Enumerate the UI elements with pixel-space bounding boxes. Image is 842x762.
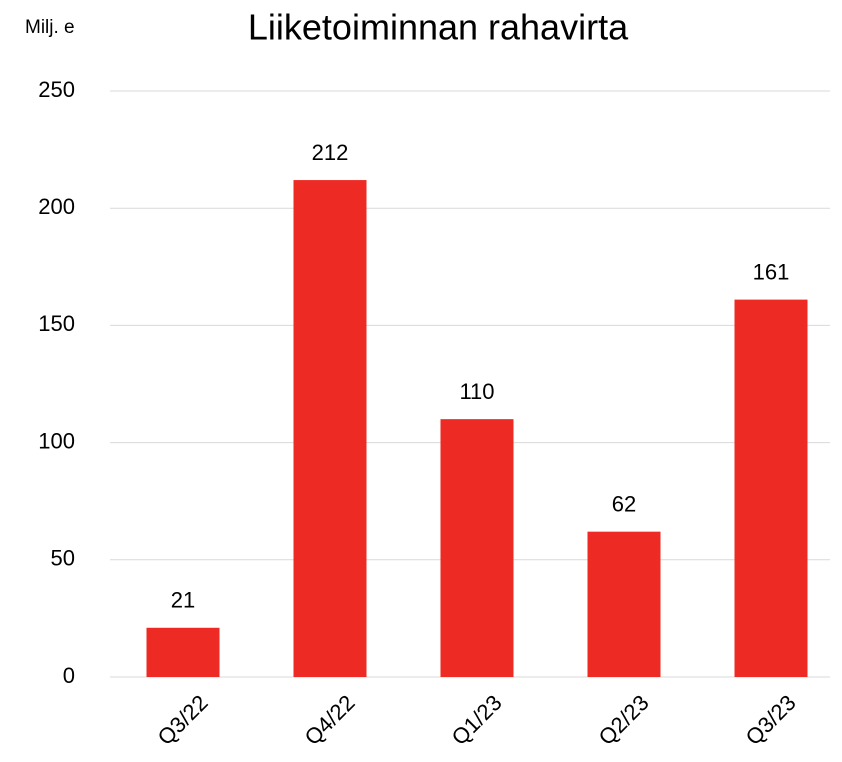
x-tick-label: Q3/23	[741, 690, 801, 750]
bar	[293, 180, 367, 677]
x-tick-label: Q2/23	[594, 690, 654, 750]
data-label: 21	[171, 588, 195, 613]
x-tick-label: Q4/22	[300, 690, 360, 750]
x-tick-label: Q3/22	[153, 690, 213, 750]
data-label: 62	[612, 491, 636, 516]
y-tick-label: 100	[38, 428, 75, 453]
y-tick-label: 0	[63, 663, 75, 688]
bar	[440, 419, 514, 677]
x-tick-label: Q1/23	[447, 690, 507, 750]
data-label: 110	[459, 379, 494, 404]
bar	[587, 531, 661, 677]
y-tick-label: 200	[38, 194, 75, 219]
y-tick-label: 250	[38, 77, 75, 102]
y-tick-label: 150	[38, 311, 75, 336]
bar	[146, 627, 220, 677]
data-label: 212	[312, 140, 349, 165]
y-axis-label: Milj. e	[25, 17, 75, 38]
data-label: 161	[753, 259, 790, 284]
y-tick-label: 50	[51, 546, 75, 571]
bar	[734, 299, 808, 677]
chart-title: Liiketoiminnan rahavirta	[248, 7, 629, 48]
